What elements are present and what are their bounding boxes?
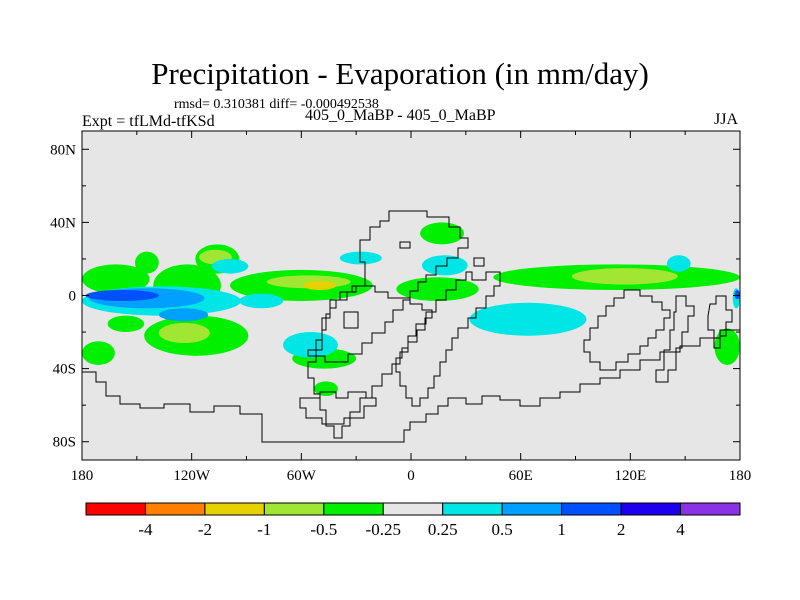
contour-region [239, 293, 284, 309]
x-tick-label: 120E [614, 468, 646, 484]
colorbar: -4 -2 -1 -0.5 -0.25 0.25 0.5 1 2 4 [85, 502, 741, 539]
colorbar-label: 1 [557, 520, 566, 539]
contour-region [283, 332, 338, 358]
colorbar-label: 4 [676, 520, 685, 539]
contour-region [734, 290, 740, 300]
x-tick-label: 180 [71, 468, 94, 484]
contour-region [421, 255, 468, 276]
colorbar-label: -2 [198, 520, 212, 539]
colorbar-label: 0.5 [492, 520, 513, 539]
contour-region [339, 251, 382, 265]
coastline-south-america [307, 285, 433, 439]
contour-region [714, 328, 740, 365]
contour-region [571, 268, 678, 285]
coastline-island [399, 241, 411, 249]
x-tick-label: 180 [729, 468, 752, 484]
y-tick-label: 80N [50, 142, 76, 158]
axis-ticks [81, 131, 741, 460]
rmsd-diff-stats: rmsd= 0.310381 diff= -0.000492538 [174, 97, 379, 112]
x-tick-label: 0 [407, 468, 415, 484]
x-tick-label: 120W [173, 468, 211, 484]
colorbar-swatch [680, 502, 741, 516]
y-tick-label: 40N [50, 215, 76, 231]
colorbar-swatch [144, 502, 206, 516]
experiment-label: Expt = tfLMd-tfKSd [82, 113, 215, 130]
contour-region [82, 264, 150, 294]
colorbar-swatch [204, 502, 265, 516]
contour-region [135, 251, 159, 274]
contour-region [158, 322, 210, 344]
coastline-antarctic-inner [299, 391, 377, 425]
contour-region [396, 277, 479, 301]
contour-region [211, 258, 249, 274]
contour-regions [82, 222, 740, 397]
y-tick-label: 80S [53, 435, 76, 451]
colorbar-label: -0.5 [310, 520, 337, 539]
coastline-island [473, 257, 485, 267]
coastline-australia [655, 295, 695, 383]
colorbar-swatch [442, 502, 503, 516]
contour-region [107, 315, 145, 333]
contour-region [85, 290, 159, 301]
contour-region [303, 280, 337, 291]
season-label: JJA [714, 111, 739, 128]
colorbar-swatch [85, 502, 146, 516]
colorbar-label: -0.25 [366, 520, 401, 539]
axis-tick-labels: 180 120W 60W 0 60E 120E 180 80N 40N 0 40S 80S [50, 142, 751, 484]
contour-region [420, 222, 465, 245]
coastline-africa [395, 271, 501, 407]
center-subtitle: 405_0_MaBP - 405_0_MaBP [305, 107, 496, 124]
coastline-asia [583, 289, 671, 371]
contour-region [666, 255, 691, 272]
colorbar-label: 0.25 [428, 520, 458, 539]
chart-title: Precipitation - Evaporation (in mm/day) [151, 56, 649, 91]
colorbar-swatch [382, 502, 444, 516]
colorbar-swatch [620, 502, 682, 516]
colorbar-swatch [561, 502, 622, 516]
colorbar-label: 2 [617, 520, 626, 539]
y-tick-label: 40S [53, 362, 76, 378]
x-tick-label: 60W [287, 468, 317, 484]
colorbar-label: -1 [257, 520, 271, 539]
coastline-outlines [82, 210, 740, 443]
colorbar-label: -4 [138, 520, 153, 539]
contour-region [469, 302, 587, 336]
y-tick-label: 0 [69, 289, 77, 305]
coastline-island [343, 311, 359, 329]
colorbar-swatch [501, 502, 563, 516]
colorbar-swatch [263, 502, 325, 516]
x-tick-label: 60E [509, 468, 533, 484]
colorbar-swatch [323, 502, 384, 516]
contour-region [158, 308, 209, 322]
coastline-east-pacific [707, 295, 733, 349]
coastline-antarctica [82, 329, 740, 443]
contour-region [82, 341, 115, 365]
